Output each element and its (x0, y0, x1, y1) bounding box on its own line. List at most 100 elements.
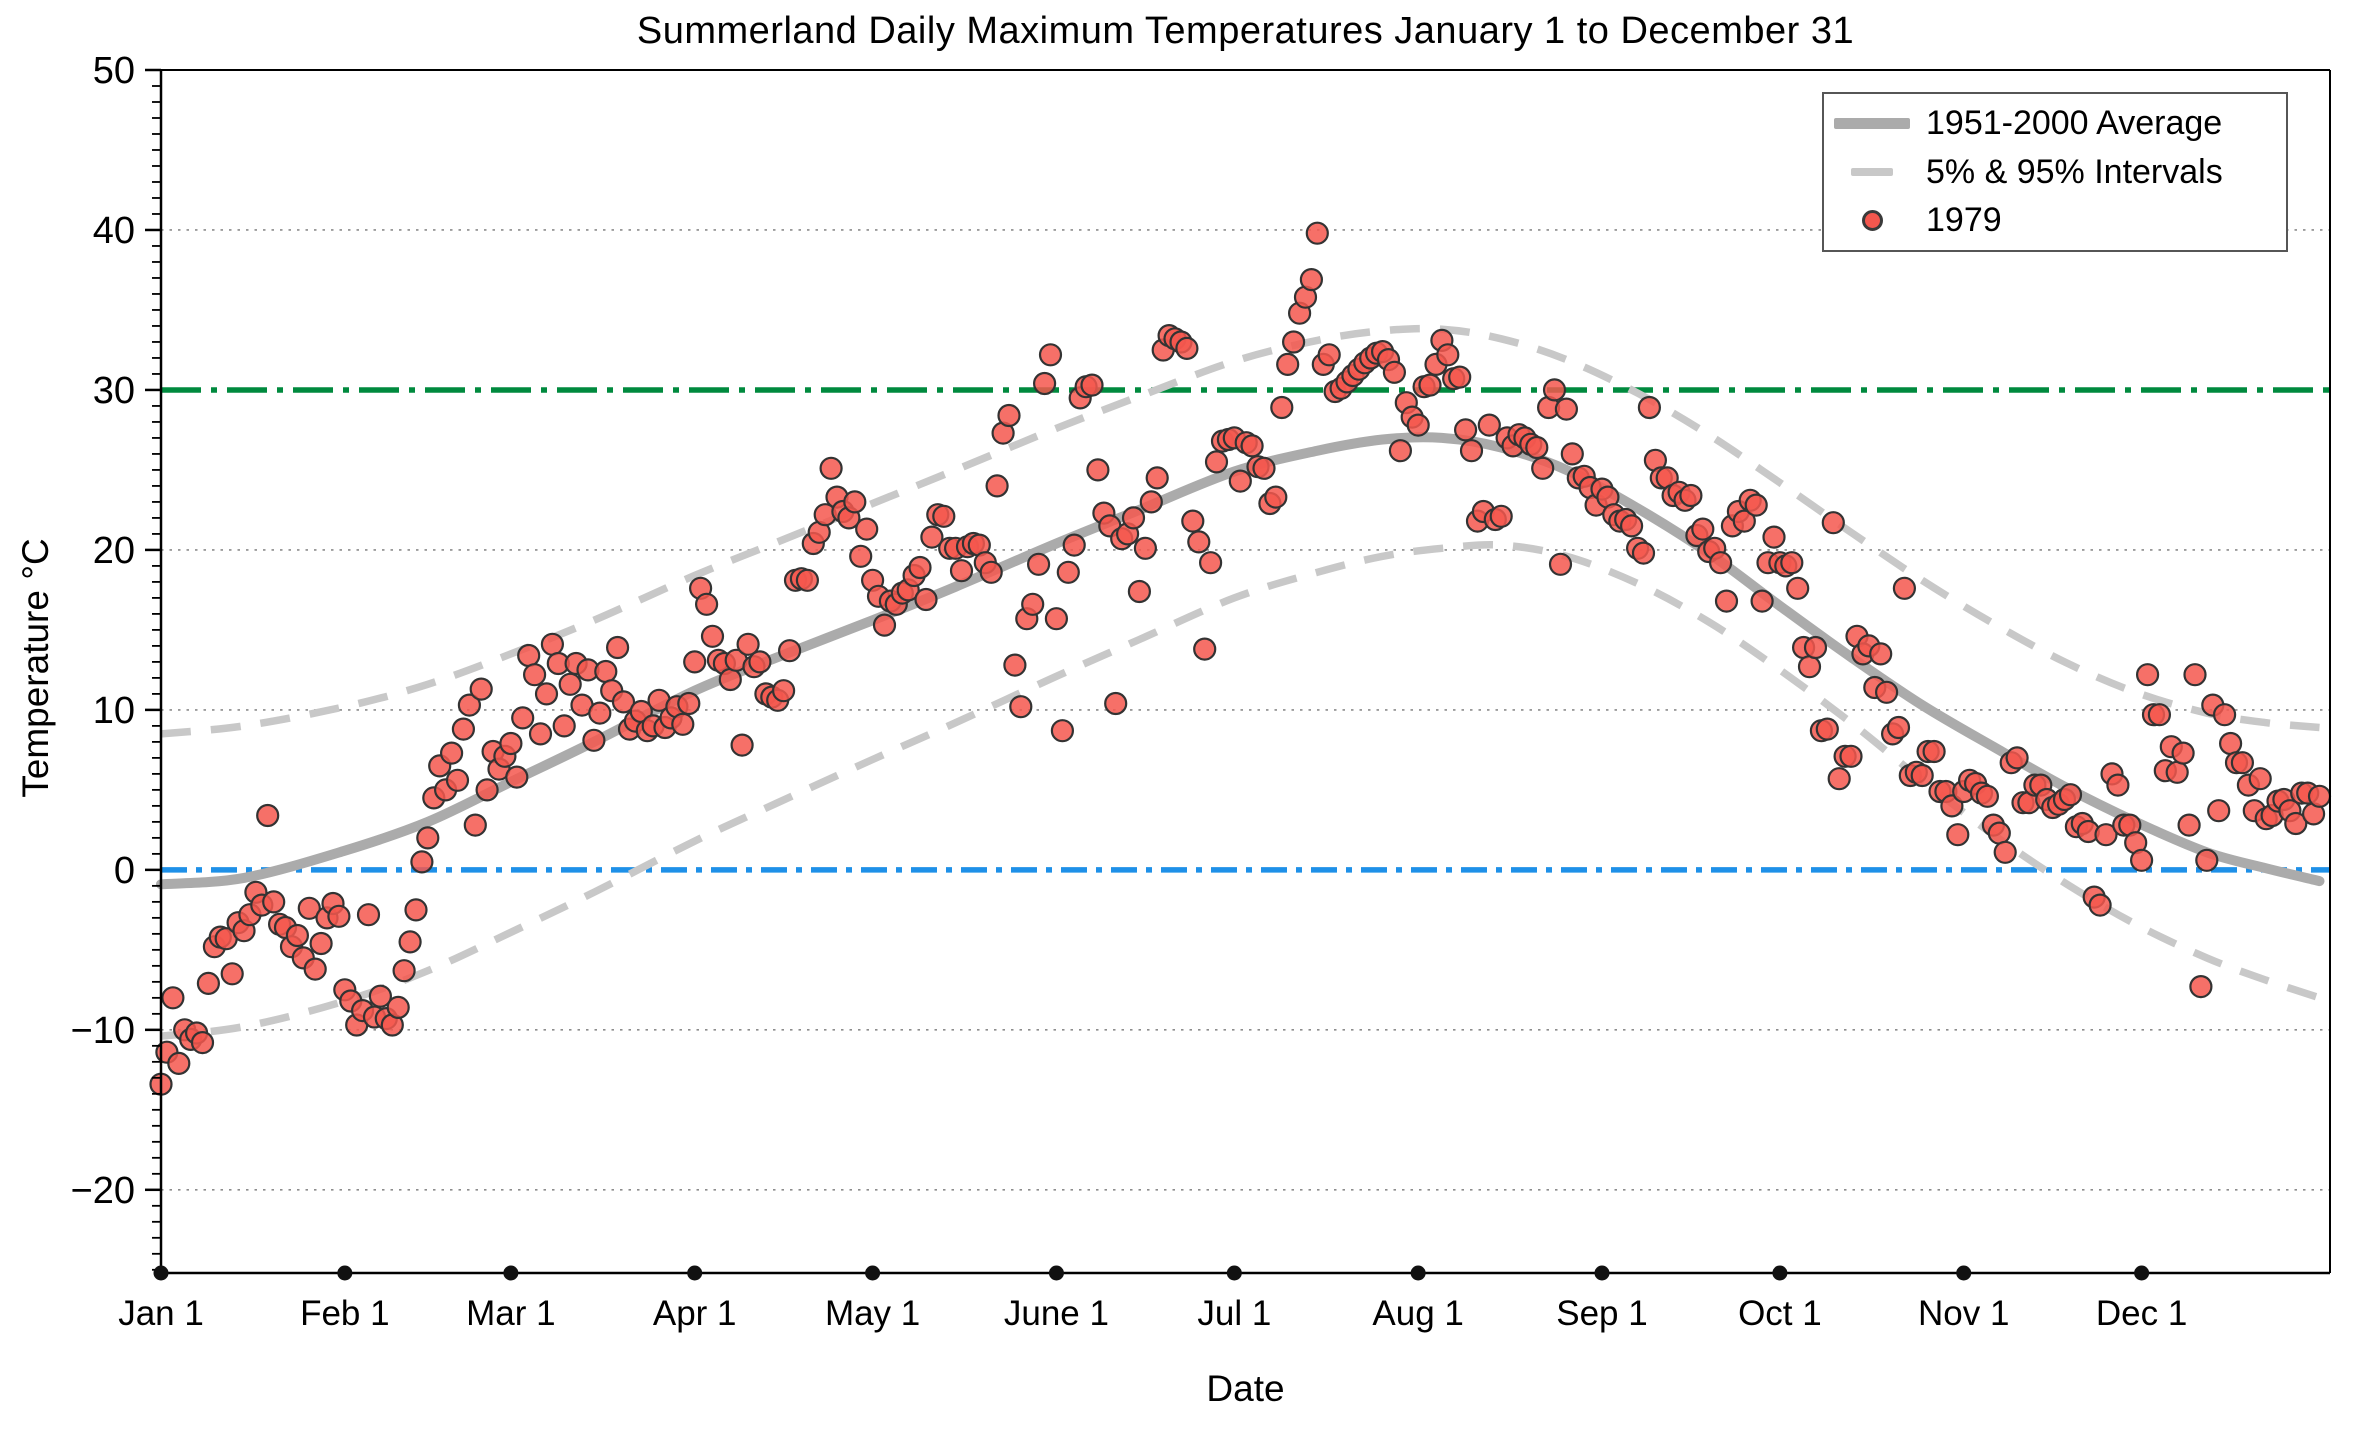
scatter-point-1979 (795, 568, 820, 592)
scatter-point-1979 (1708, 551, 1733, 575)
scatter-point-1979 (368, 984, 392, 1008)
legend-item-1979: 1979 (1824, 201, 2286, 240)
scatter-point-1979 (2171, 741, 2195, 765)
y-axis-tick-label: 50 (93, 50, 135, 92)
scatter-point-1979 (908, 555, 932, 580)
x-axis-month-label: May 1 (825, 1294, 920, 1333)
scatter-point-1979 (1240, 434, 1264, 458)
scatter-point-1979 (1021, 592, 1045, 616)
y-axis-tick-label: 10 (93, 690, 135, 732)
scatter-point-1979 (730, 733, 754, 757)
scatter-point-1979 (1418, 373, 1442, 397)
scatter-point-1979 (1732, 509, 1756, 533)
scatter-point-1979 (511, 706, 535, 730)
scatter-point-1979 (1975, 784, 2000, 808)
scatter-point-1979 (440, 741, 464, 765)
scatter-point-1979 (1448, 365, 1472, 389)
scatter-point-1979 (1560, 442, 1584, 466)
scatter-point-1979 (605, 635, 630, 660)
scatter-point-1979 (167, 1051, 191, 1076)
scatter-point-1979 (1869, 642, 1893, 666)
scatter-point-1979 (410, 850, 434, 874)
scatter-point-1979 (297, 896, 321, 920)
y-axis-tick-label: −10 (71, 1010, 135, 1052)
scatter-point-1979 (1946, 823, 1970, 847)
scatter-point-1979 (1619, 514, 1644, 538)
x-axis-month-label: Mar 1 (466, 1294, 555, 1333)
scatter-point-1979 (1127, 579, 1152, 604)
scatter-point-1979 (694, 592, 719, 616)
scatter-point-1979 (849, 544, 873, 568)
scatter-point-1979 (463, 813, 487, 837)
y-axis-tick-label: 20 (93, 530, 135, 572)
y-axis-tick-label: −20 (71, 1170, 135, 1212)
scatter-point-1979 (1489, 504, 1513, 528)
scatter-point-1979 (552, 714, 576, 738)
scatter-point-1979 (594, 659, 618, 684)
scatter-point-1979 (1987, 821, 2011, 845)
scatter-point-1979 (2136, 663, 2160, 687)
scatter-point-1979 (1305, 221, 1329, 245)
x-axis-month-dot (1772, 1265, 1788, 1281)
scatter-point-1979 (1056, 560, 1080, 584)
scatter-point-1979 (1187, 530, 1211, 554)
x-axis-month-dot (2134, 1265, 2150, 1281)
x-axis-month-dot (1410, 1265, 1426, 1281)
scatter-point-1979 (1886, 715, 1911, 740)
scatter-point-1979 (1780, 551, 1804, 575)
scatter-point-1979 (469, 677, 493, 701)
scatter-point-1979 (445, 768, 470, 792)
scatter-point-1979 (398, 930, 422, 954)
scatter-point-1979 (588, 701, 612, 725)
scatter-point-1979 (1382, 360, 1407, 384)
legend: 1951-2000 Average 5% & 95% Intervals 197… (1822, 92, 2288, 252)
scatter-point-1979 (356, 903, 381, 927)
scatter-point-1979 (416, 826, 440, 850)
scatter-point-1979 (2230, 751, 2254, 775)
scatter-point-1979 (855, 517, 879, 541)
scatter-point-1979 (1786, 576, 1810, 600)
x-axis-month-dot (1594, 1265, 1610, 1281)
scatter-point-1979 (1050, 719, 1075, 743)
scatter-point-1979 (1459, 439, 1484, 463)
scatter-point-1979 (161, 986, 185, 1010)
scatter-point-1979 (2130, 848, 2154, 872)
scatter-point-1979 (1317, 343, 1341, 367)
scatter-point-1979 (2088, 893, 2112, 917)
scatter-point-1979 (718, 667, 742, 692)
scatter-point-1979 (2177, 813, 2201, 837)
scatter-point-1979 (819, 456, 843, 480)
scatter-point-1979 (872, 613, 897, 637)
scatter-point-1979 (1744, 493, 1768, 517)
scatter-point-1979 (2147, 703, 2171, 727)
scatter-point-1979 (1003, 653, 1027, 677)
scatter-point-1979 (1388, 439, 1413, 463)
scatter-point-1979 (1531, 456, 1555, 480)
red-dot-swatch (1861, 210, 1883, 232)
scatter-point-1979 (475, 778, 499, 802)
scatter-point-1979 (1026, 552, 1051, 576)
scatter-point-1979 (2183, 663, 2207, 687)
x-axis-month-dot (1226, 1265, 1242, 1281)
scatter-point-1979 (1453, 418, 1478, 442)
scatter-point-1979 (1281, 330, 1306, 354)
scatter-point-1979 (1032, 371, 1057, 396)
scatter-point-1979 (843, 490, 867, 514)
interval-95-curve (160, 324, 2320, 738)
scatter-point-1979 (1198, 551, 1223, 575)
scatter-point-1979 (2248, 767, 2272, 791)
scatter-point-1979 (1679, 483, 1703, 508)
scatter-point-1979 (1264, 485, 1288, 509)
x-axis-month-dot (503, 1265, 519, 1281)
scatter-point-1979 (1121, 506, 1146, 530)
scatter-point-1979 (997, 403, 1021, 428)
x-axis-month-dot (1956, 1265, 1972, 1281)
scatter-point-1979 (262, 890, 286, 914)
scatter-point-1979 (2219, 731, 2243, 756)
scatter-point-1979 (1762, 525, 1786, 549)
x-axis-month-label: June 1 (1004, 1294, 1109, 1333)
scatter-point-1979 (220, 962, 244, 986)
scatter-point-1979 (1525, 435, 1549, 460)
x-axis-month-label: Apr 1 (653, 1294, 737, 1333)
